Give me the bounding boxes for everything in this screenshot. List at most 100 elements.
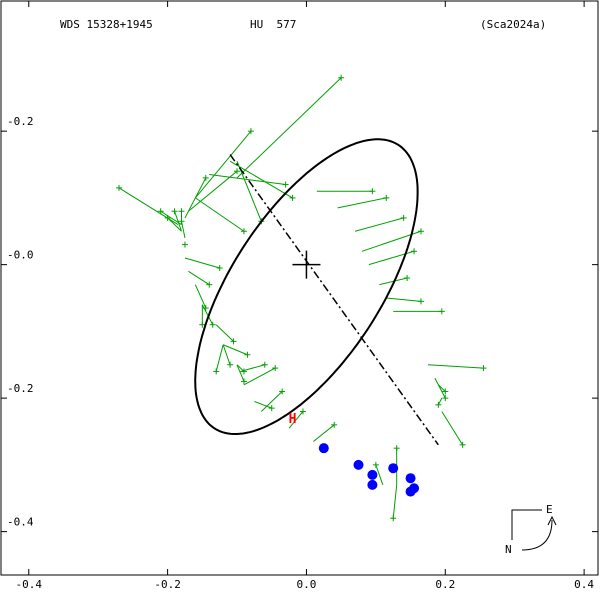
observation-point (282, 181, 289, 188)
observation-residual (386, 297, 422, 302)
observation-residual (184, 257, 220, 269)
herschel-marker: H (289, 412, 297, 427)
observation-point (157, 208, 164, 215)
compass-arrow (521, 519, 553, 551)
observation-residual (229, 160, 293, 199)
observation-point (227, 361, 234, 368)
x-tick-label: 0.4 (574, 578, 594, 591)
observation-residual (379, 277, 408, 286)
observation-residual (375, 464, 384, 486)
observation-point (268, 405, 275, 412)
observation-point (272, 365, 279, 372)
orbit-layer (194, 138, 439, 446)
observation-residual (260, 391, 283, 412)
observation-residual (354, 217, 404, 232)
axes-ticks: -0.4 -0.2 0.0 0.2 0.4 -0.2 -0.0 -0.2 -0.4 (1, 1, 598, 591)
observation-residual (288, 411, 304, 429)
observation-point (289, 194, 296, 201)
observation-residual (215, 344, 224, 372)
observation-point (213, 368, 220, 375)
line-of-nodes (229, 154, 439, 446)
recent-points-layer (318, 443, 420, 497)
observation-point (240, 378, 247, 385)
observation-point (411, 248, 418, 255)
compass-east-label: E (546, 503, 553, 516)
y-tick-label: -0.2 (7, 382, 34, 395)
observation-point (393, 445, 400, 452)
observation-residual (222, 344, 248, 356)
observation-residual (441, 411, 464, 446)
observation-residual (201, 304, 214, 325)
recent-measurement-dot (388, 463, 399, 474)
observation-point (383, 194, 390, 201)
compass: E N (505, 503, 557, 556)
compass-bracket (511, 509, 542, 540)
y-tick-label: -0.4 (7, 516, 34, 529)
observation-residual (243, 367, 276, 386)
observation-point (442, 395, 449, 402)
observation-point (199, 321, 206, 328)
observation-point (279, 388, 286, 395)
observation-point (206, 281, 213, 288)
observation-residual (254, 400, 272, 409)
observation-point (202, 174, 209, 181)
observation-point (171, 208, 178, 215)
observation-point (178, 218, 185, 225)
recent-measurement-dot (405, 486, 416, 497)
recent-measurement-dot (405, 473, 416, 484)
x-tick-label: 0.0 (297, 578, 317, 591)
header-wds-id: WDS 15328+1945 (60, 18, 153, 31)
x-tick-label: -0.2 (154, 578, 181, 591)
observation-residual (174, 211, 182, 232)
x-tick-label: 0.2 (435, 578, 455, 591)
header-reference: (Sca2024a) (480, 18, 546, 31)
observation-residual (434, 377, 446, 399)
observation-point (216, 264, 223, 271)
observation-residual (437, 397, 443, 406)
plot-frame (0, 0, 599, 576)
observation-point (240, 228, 247, 235)
observation-point (404, 274, 411, 281)
observation-residual (236, 160, 262, 222)
observation-residual (188, 170, 238, 212)
observation-residual (167, 217, 182, 232)
observation-point (209, 321, 216, 328)
observation-point (442, 388, 449, 395)
observation-residual (240, 364, 265, 372)
observation-point (178, 208, 185, 215)
observation-point (230, 338, 237, 345)
observation-residual (194, 130, 252, 199)
observation-point (435, 401, 442, 408)
header-star-name: HU 577 (250, 18, 296, 31)
x-tick-label: -0.4 (16, 578, 43, 591)
observation-residual (313, 424, 335, 442)
observation-point (234, 168, 241, 175)
observation-point (390, 515, 397, 522)
observation-point (438, 308, 445, 315)
observation-point (369, 188, 376, 195)
y-tick-label: -0.2 (7, 115, 34, 128)
observation-residual (437, 384, 446, 392)
observation-residual (194, 284, 207, 309)
observation-point (400, 214, 407, 221)
observation-residual (236, 364, 245, 382)
y-tick-label: -0.0 (7, 249, 34, 262)
compass-north-label: N (505, 543, 512, 556)
observation-point (331, 421, 338, 428)
observation-point (459, 441, 466, 448)
observation-point (480, 365, 487, 372)
observation-point (244, 351, 251, 358)
observation-residual (180, 221, 186, 239)
recent-measurement-dot (318, 443, 329, 454)
observation-point (247, 128, 254, 135)
orbit-ellipse (194, 138, 419, 435)
observation-residual (427, 364, 484, 369)
observation-residual (222, 344, 231, 365)
recent-measurement-dot (367, 469, 378, 480)
observation-residual (392, 484, 398, 519)
observation-residual (209, 174, 286, 186)
observation-residual (236, 77, 342, 179)
observation-residual (195, 197, 245, 232)
